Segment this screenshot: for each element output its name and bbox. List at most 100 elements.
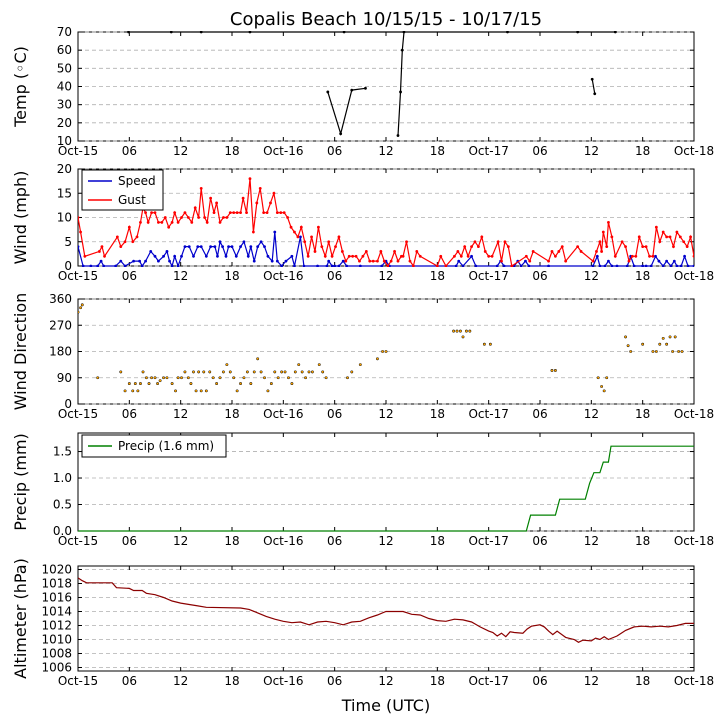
data-point	[149, 250, 153, 253]
data-point	[192, 254, 195, 258]
y-tick-label: 1008	[41, 647, 72, 661]
data-point	[317, 225, 320, 229]
data-point	[396, 134, 400, 137]
data-point	[340, 250, 344, 253]
y-tick-label: 40	[57, 80, 72, 94]
x-tick-label: Oct-15	[58, 534, 98, 548]
data-point	[661, 264, 665, 267]
data-point	[230, 245, 234, 249]
data-point-fill	[280, 370, 283, 373]
data-point	[474, 264, 478, 267]
data-point	[282, 211, 286, 215]
data-point-fill	[192, 370, 195, 373]
data-point	[607, 220, 610, 224]
series-temp	[590, 77, 597, 96]
x-tick-label: Oct-15	[58, 269, 98, 283]
data-point	[358, 259, 361, 263]
series-direction	[78, 303, 684, 393]
data-point-fill	[452, 330, 455, 333]
data-point	[342, 31, 346, 34]
figure-title: Copalis Beach 10/15/15 - 10/17/15	[230, 9, 542, 30]
data-point	[679, 264, 683, 267]
x-tick-label: Oct-18	[674, 407, 714, 421]
data-point	[327, 259, 331, 263]
data-point	[248, 177, 252, 181]
data-point	[380, 264, 384, 267]
data-point-fill	[208, 370, 211, 373]
data-point	[180, 216, 183, 219]
x-tick-label: 06	[532, 144, 547, 158]
data-point-fill	[677, 350, 680, 353]
series-line	[397, 31, 405, 136]
data-point	[605, 245, 609, 249]
data-point-fill	[665, 343, 668, 346]
data-point-fill	[627, 344, 630, 347]
data-point-fill	[603, 389, 606, 392]
data-point	[631, 254, 634, 258]
data-point	[466, 254, 470, 258]
series-altimeter	[78, 577, 694, 643]
data-point	[183, 211, 187, 215]
data-point	[100, 245, 104, 249]
y-axis-label: Precip (mm)	[11, 433, 30, 531]
data-point	[153, 254, 157, 258]
data-point-fill	[148, 382, 151, 385]
data-point-fill	[78, 311, 79, 314]
data-point	[400, 48, 404, 52]
data-point	[258, 187, 262, 190]
data-point-fill	[462, 335, 464, 338]
data-point	[595, 254, 599, 258]
y-tick-label: 1.0	[53, 471, 72, 485]
data-point-fill	[308, 370, 310, 373]
data-point	[173, 254, 177, 258]
data-point	[293, 264, 296, 267]
data-point-fill	[119, 370, 122, 373]
data-point	[248, 31, 252, 34]
data-point	[579, 250, 583, 253]
data-point	[212, 211, 216, 215]
data-point-fill	[550, 369, 553, 372]
data-point	[444, 264, 448, 267]
data-point	[153, 211, 157, 215]
x-tick-label: Oct-15	[58, 407, 98, 421]
data-point	[560, 245, 564, 249]
data-point	[463, 245, 467, 249]
data-point	[531, 250, 535, 253]
x-tick-label: 18	[635, 534, 650, 548]
data-point	[503, 240, 507, 244]
data-point-fill	[180, 376, 183, 379]
y-tick-label: 1020	[41, 563, 72, 577]
x-tick-label: 12	[173, 144, 188, 158]
data-point	[176, 264, 180, 267]
data-point	[624, 245, 627, 249]
x-tick-label: 12	[584, 407, 599, 421]
data-point	[658, 240, 662, 244]
data-point	[251, 230, 255, 234]
data-point	[170, 220, 174, 224]
data-point-fill	[236, 389, 239, 392]
data-point-fill	[260, 370, 263, 373]
data-point	[119, 259, 123, 263]
data-point	[527, 264, 531, 267]
data-point	[550, 250, 554, 253]
data-point	[632, 264, 636, 267]
data-point-fill	[350, 370, 353, 373]
data-point	[496, 240, 500, 244]
x-tick-label: 18	[635, 407, 650, 421]
data-point	[648, 254, 651, 258]
data-point	[637, 235, 641, 239]
data-point	[272, 191, 276, 195]
data-point	[246, 254, 250, 258]
data-point-fill	[325, 376, 328, 379]
data-point	[273, 230, 277, 234]
data-point	[510, 264, 514, 267]
data-point	[595, 250, 598, 253]
x-tick-label: 06	[327, 144, 342, 158]
data-point	[162, 254, 165, 258]
data-point	[620, 240, 624, 244]
data-point	[249, 245, 253, 249]
data-point	[127, 225, 131, 229]
data-point	[286, 216, 290, 219]
x-tick-label: 12	[173, 269, 188, 283]
